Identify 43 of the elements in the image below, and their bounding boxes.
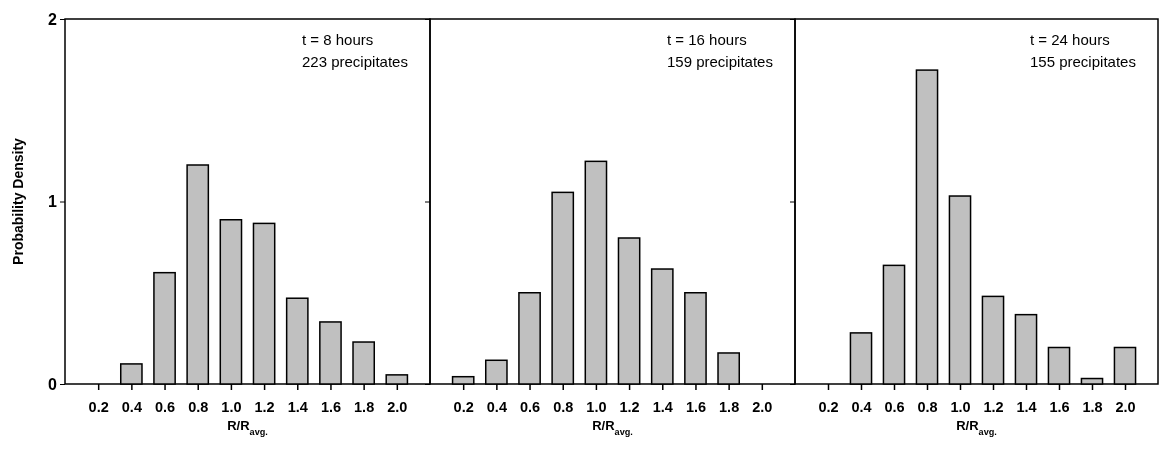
x-tick-label: 1.8 bbox=[354, 399, 375, 416]
x-tick-label: 0.6 bbox=[154, 399, 176, 416]
x-axis-title: R/R$_{avg.}$ bbox=[592, 418, 633, 437]
x-tick-label: 1.4 bbox=[652, 399, 673, 416]
x-tick-label: 1.6 bbox=[320, 399, 342, 416]
annotation: t = 8 hours bbox=[302, 31, 374, 48]
x-tick-label: 0.2 bbox=[88, 399, 109, 416]
x-tick-label: 0.2 bbox=[818, 399, 839, 416]
x-tick-label: 1.8 bbox=[1082, 399, 1103, 416]
annotation: 155 precipitates bbox=[1030, 53, 1136, 70]
annotation: 223 precipitates bbox=[302, 53, 408, 70]
x-tick-label: 0.6 bbox=[884, 399, 905, 416]
annotation: 159 precipitates bbox=[667, 53, 773, 70]
x-tick-label: 1.2 bbox=[983, 399, 1004, 416]
x-axis-title: R/R$_{avg.}$ bbox=[956, 418, 997, 437]
x-tick-label: 0.8 bbox=[917, 399, 938, 416]
x-tick-label: 1.6 bbox=[685, 399, 707, 416]
x-tick-label: 1.0 bbox=[221, 399, 242, 416]
x-tick-label: 0.8 bbox=[553, 399, 574, 416]
y-tick-label: 2 bbox=[48, 10, 58, 28]
x-tick-label: 0.6 bbox=[519, 399, 541, 416]
x-tick-label: 1.8 bbox=[719, 399, 740, 416]
x-tick-label: 2.0 bbox=[752, 399, 773, 416]
x-axis-title: R/R$_{avg.}$ bbox=[227, 418, 268, 437]
annotation: t = 24 hours bbox=[1030, 31, 1110, 48]
y-tick-label: 1 bbox=[48, 193, 58, 211]
x-tick-label: 0.2 bbox=[453, 399, 474, 416]
y-tick-label: 0 bbox=[48, 375, 58, 393]
x-tick-label: 1.2 bbox=[619, 399, 640, 416]
x-tick-label: 1.6 bbox=[1049, 399, 1070, 416]
x-tick-label: 0.4 bbox=[486, 399, 507, 416]
x-tick-label: 2.0 bbox=[387, 399, 408, 416]
x-tick-label: 1.0 bbox=[950, 399, 971, 416]
x-tick-label: 0.4 bbox=[121, 399, 142, 416]
y-axis-title: Probability Density bbox=[10, 137, 26, 265]
x-tick-label: 1.0 bbox=[586, 399, 607, 416]
annotation: t = 16 hours bbox=[667, 31, 747, 48]
x-tick-label: 1.2 bbox=[254, 399, 275, 416]
x-tick-label: 1.4 bbox=[287, 399, 308, 416]
x-tick-label: 0.4 bbox=[851, 399, 872, 416]
x-tick-label: 1.4 bbox=[1016, 399, 1037, 416]
x-tick-label: 0.8 bbox=[188, 399, 209, 416]
x-tick-label: 2.0 bbox=[1115, 399, 1136, 416]
